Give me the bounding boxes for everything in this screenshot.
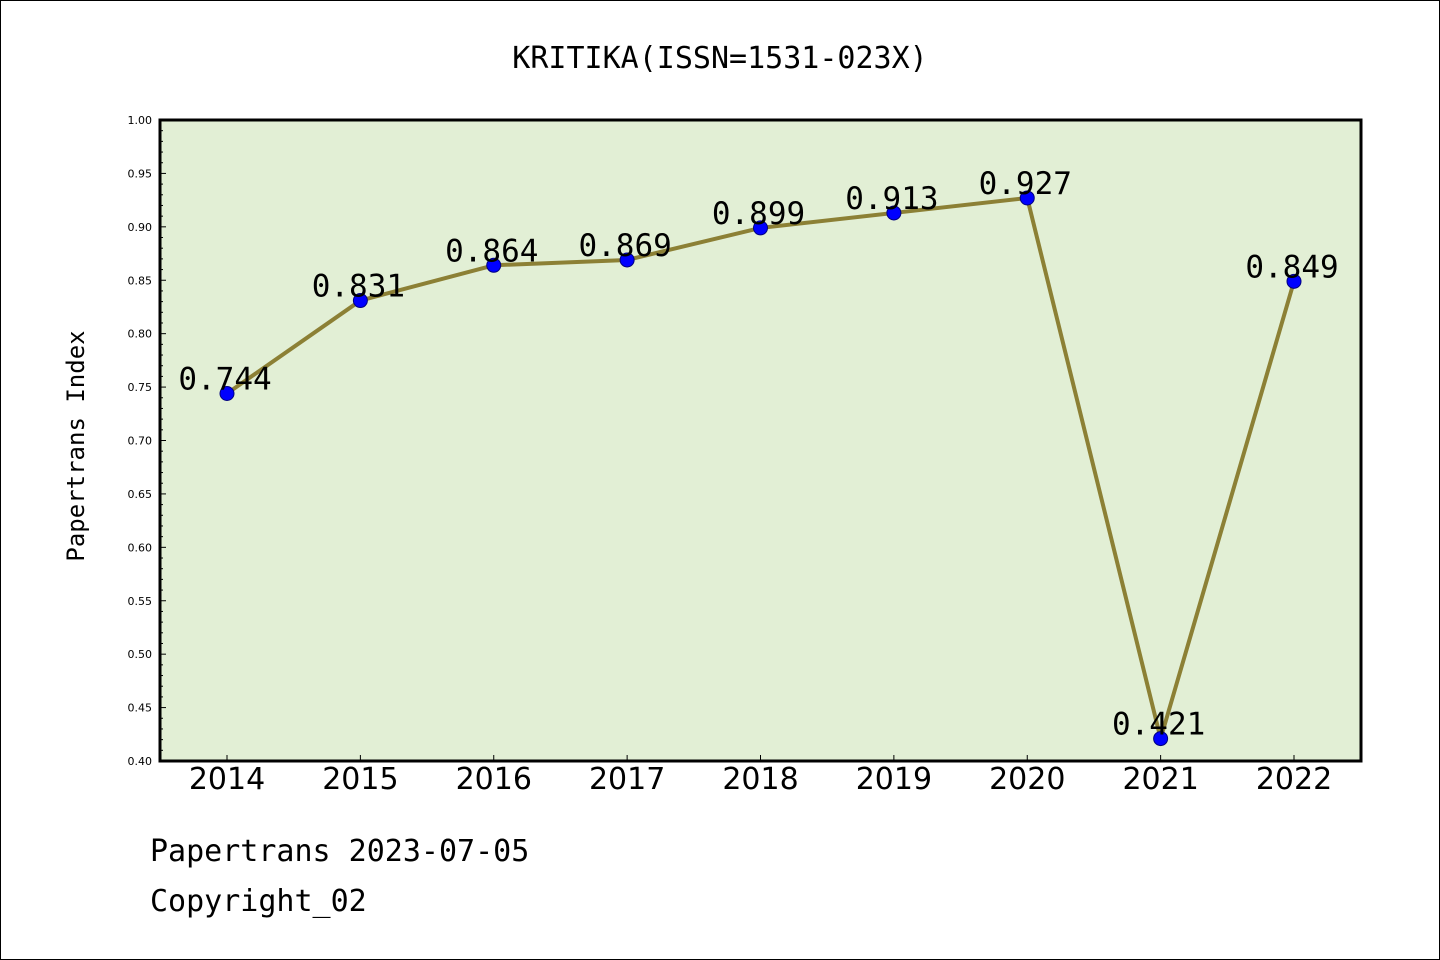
y-tick-label: 0.50 <box>128 648 153 661</box>
chart-title: KRITIKA(ISSN=1531-023X) <box>512 41 927 76</box>
footer-copyright: Copyright_02 <box>150 884 367 919</box>
data-point <box>219 385 235 401</box>
plot-border <box>158 118 1363 763</box>
y-tick-label: 0.85 <box>128 274 153 287</box>
data-label: 0.744 <box>178 361 271 397</box>
data-label: 0.421 <box>1112 707 1205 743</box>
y-tick-label: 0.75 <box>128 381 153 394</box>
y-axis-label: Papertrans Index <box>62 330 90 561</box>
data-label: 0.831 <box>312 269 405 305</box>
data-label: 0.849 <box>1245 249 1338 285</box>
x-axis: 2014 2015 2016 2017 2018 2019 2020 2021 2022 <box>189 755 1332 797</box>
data-point <box>1286 273 1302 289</box>
y-tick-label: 0.60 <box>128 541 153 554</box>
y-tick-label: 0.40 <box>128 755 153 768</box>
data-point <box>1153 731 1169 747</box>
x-tick-label: 2018 <box>722 762 798 797</box>
data-point <box>619 252 635 268</box>
data-point <box>352 293 368 309</box>
data-point <box>1019 190 1035 206</box>
data-label: 0.927 <box>979 166 1072 202</box>
data-labels: 0.744 0.831 0.864 0.869 0.899 0.913 0.927 0.421… <box>178 166 1338 743</box>
x-tick-label: 2020 <box>989 762 1065 797</box>
y-tick-label: 1.00 <box>128 114 153 127</box>
y-tick-label: 0.65 <box>128 488 153 501</box>
x-tick-label: 2021 <box>1122 762 1198 797</box>
x-tick-label: 2015 <box>322 762 398 797</box>
y-tick-label: 0.90 <box>128 221 153 234</box>
x-tick-label: 2022 <box>1256 762 1332 797</box>
x-tick-label: 2014 <box>189 762 265 797</box>
footer-date: Papertrans 2023-07-05 <box>150 834 530 869</box>
data-markers <box>219 190 1302 747</box>
data-point <box>753 220 768 236</box>
x-tick-label: 2017 <box>589 762 665 797</box>
data-label: 0.864 <box>445 233 538 269</box>
y-tick-label: 0.70 <box>128 435 153 448</box>
y-tick-label: 0.45 <box>128 702 153 715</box>
x-tick-label: 2016 <box>456 762 532 797</box>
x-tick-label: 2019 <box>856 762 932 797</box>
y-tick-label: 0.55 <box>128 595 153 608</box>
y-axis: 0.40 0.45 0.50 0.55 0.60 0.65 0.70 0.75 0.80 0.85… <box>128 114 166 768</box>
y-tick-label: 0.80 <box>128 328 153 341</box>
data-label: 0.913 <box>845 181 938 217</box>
data-label: 0.899 <box>712 196 805 232</box>
data-point <box>886 205 902 221</box>
data-label: 0.869 <box>578 228 671 264</box>
y-tick-label: 0.95 <box>128 167 153 180</box>
data-point <box>486 257 502 273</box>
